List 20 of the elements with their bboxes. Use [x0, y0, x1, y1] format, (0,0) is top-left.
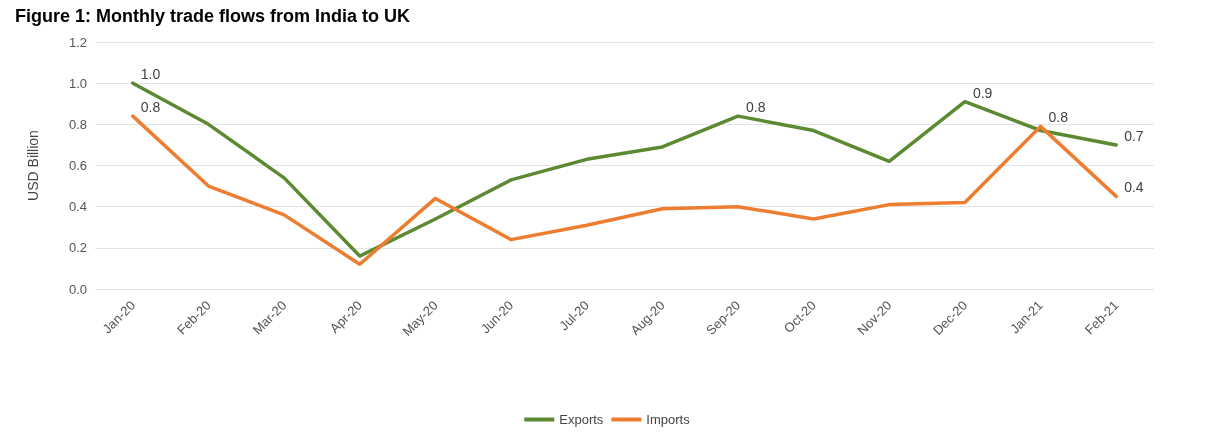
y-tick-label: 0.2: [68, 240, 87, 256]
y-tick-label: 0.0: [68, 281, 87, 297]
legend-label: Exports: [559, 412, 604, 427]
data-label: 0.4: [1124, 179, 1144, 196]
data-label: 1.0: [140, 66, 161, 83]
y-tick-label: 0.8: [68, 116, 87, 132]
data-label: 0.8: [140, 99, 161, 116]
data-label: 0.9: [972, 84, 993, 101]
line-series: [131, 81, 1118, 258]
data-label: 0.8: [1048, 109, 1069, 126]
y-tick-label: 0.4: [68, 199, 87, 215]
y-tick-label: 1.2: [68, 34, 87, 50]
legend-label: Imports: [646, 412, 691, 427]
line-series: [131, 114, 1118, 267]
data-label: 0.8: [745, 99, 766, 116]
y-axis-title: USD Billion: [25, 130, 41, 201]
chart-title: Figure 1: Monthly trade flows from India to UK: [15, 6, 411, 26]
y-tick-label: 1.0: [68, 75, 87, 91]
y-tick-label: 0.6: [68, 158, 87, 173]
data-label: 0.7: [1124, 127, 1144, 144]
